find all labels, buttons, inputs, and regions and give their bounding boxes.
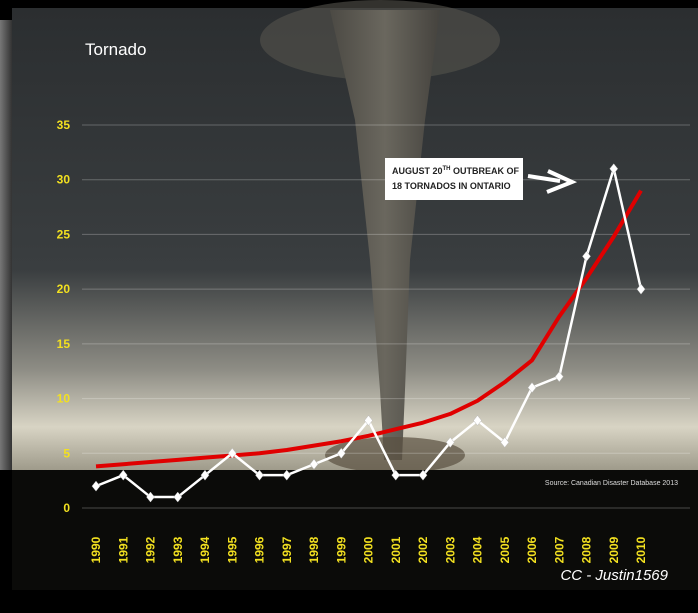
annotation-arrow — [527, 169, 578, 194]
marker — [582, 250, 591, 262]
annotation-part: AUGUST 20 — [392, 166, 443, 176]
y-tick-label: 5 — [63, 446, 70, 460]
left-strip — [0, 20, 12, 470]
y-tick-label: 30 — [57, 173, 71, 187]
annotation: 18 TORNADOS IN ONTARIO — [392, 181, 511, 191]
x-tick-label: 2001 — [389, 536, 403, 563]
x-tick-label: 1997 — [280, 536, 294, 563]
marker — [336, 447, 346, 459]
annotation-part: TH — [443, 166, 451, 172]
x-tick-label: 1990 — [89, 536, 103, 563]
marker — [445, 436, 455, 448]
x-tick-label: 2002 — [416, 536, 430, 563]
marker — [282, 469, 292, 481]
x-tick-label: 2008 — [580, 536, 594, 563]
x-tick-label: 2010 — [634, 536, 648, 563]
x-tick-label: 1993 — [171, 536, 185, 563]
marker — [609, 163, 619, 175]
marker — [200, 469, 210, 481]
ground — [12, 470, 698, 590]
marker — [500, 436, 510, 448]
y-tick-label: 35 — [57, 118, 71, 132]
x-tick-label: 2000 — [362, 536, 376, 563]
funnel — [330, 10, 440, 460]
y-tick-label: 25 — [57, 227, 71, 241]
x-tick-label: 2009 — [607, 536, 621, 563]
marker — [636, 283, 646, 295]
source: Source: Canadian Disaster Database 2013 — [545, 480, 678, 487]
y-tick-label: 10 — [57, 392, 71, 406]
x-tick-label: 2003 — [443, 536, 457, 563]
marker — [255, 469, 264, 481]
annotation-box — [385, 158, 523, 200]
y-tick-label: 20 — [57, 282, 71, 296]
marker — [146, 491, 155, 503]
x-tick-label: 1992 — [144, 536, 158, 563]
marker — [227, 447, 237, 459]
x-tick-label: 1998 — [307, 536, 321, 563]
x-tick-label: 1994 — [198, 536, 212, 563]
marker — [391, 469, 401, 481]
marker — [91, 480, 101, 492]
x-tick-label: 2004 — [471, 536, 485, 563]
series-line — [95, 189, 643, 469]
marker — [309, 458, 319, 470]
marker — [173, 491, 183, 503]
plot: 0 5 10 15 20 25 30 35 1990 1991 1992 1993 1994 1995 19… — [57, 118, 690, 563]
dust — [325, 437, 465, 473]
annotation: AUGUST 20TH OUTBREAK OF — [392, 166, 520, 176]
y-tick-label: 0 — [63, 501, 70, 515]
x-tick-label: 2005 — [498, 536, 512, 563]
x-tick-label: 1996 — [253, 536, 267, 563]
annotation-part: OUTBREAK OF — [451, 166, 520, 176]
credit: CC - Justin1569 — [560, 567, 668, 584]
y-tick-label: 15 — [57, 337, 71, 351]
marker — [473, 415, 482, 426]
marker — [364, 415, 373, 426]
x-tick-label: 1991 — [116, 536, 130, 563]
x-tick-label: 1999 — [334, 536, 348, 563]
x-tick-label: 1995 — [225, 536, 239, 563]
x-tick-label: 2006 — [525, 536, 539, 563]
x-tick-label: 2007 — [552, 536, 566, 563]
marker — [554, 371, 564, 383]
marker — [527, 382, 537, 394]
marker — [118, 469, 128, 481]
chart-title: Tornado — [85, 40, 146, 59]
marker — [418, 469, 428, 481]
